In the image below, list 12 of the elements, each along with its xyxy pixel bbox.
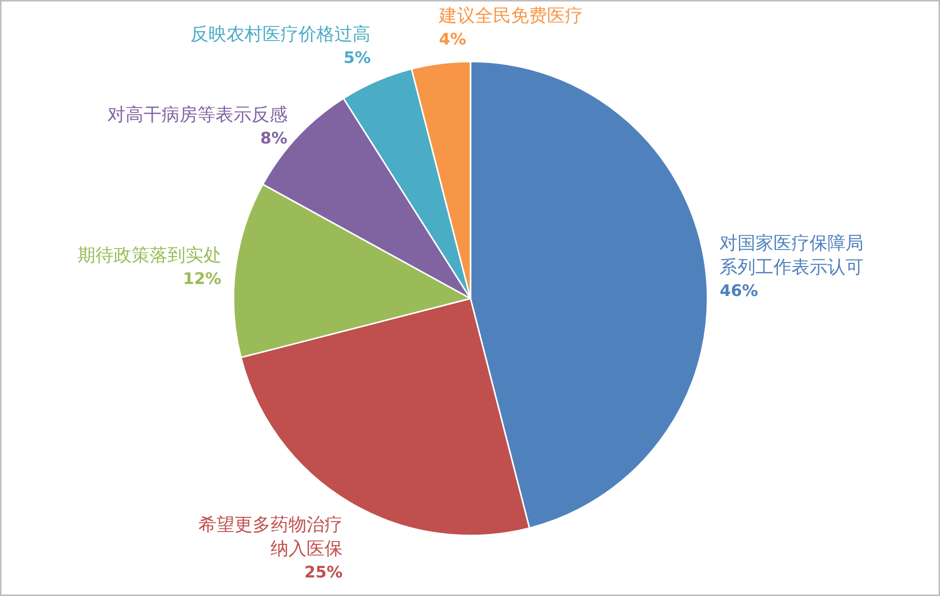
slice-label: 对国家医疗保障局系列工作表示认可	[720, 233, 864, 278]
slice-label: 建议全民免费医疗	[438, 5, 584, 26]
slice-label: 反映农村医疗价格过高	[190, 24, 371, 45]
slice-label: 希望更多药物治疗纳入医保	[198, 514, 343, 560]
data-label: 46%	[720, 281, 758, 300]
data-label: 8%	[260, 128, 288, 148]
data-label: 25%	[304, 562, 343, 582]
slice-label: 期待政策落到实处	[77, 245, 222, 266]
data-label: 4%	[439, 29, 466, 48]
slice-label: 对高干病房等表示反感	[107, 104, 288, 126]
data-label: 12%	[182, 269, 222, 288]
data-label: 5%	[344, 48, 371, 67]
